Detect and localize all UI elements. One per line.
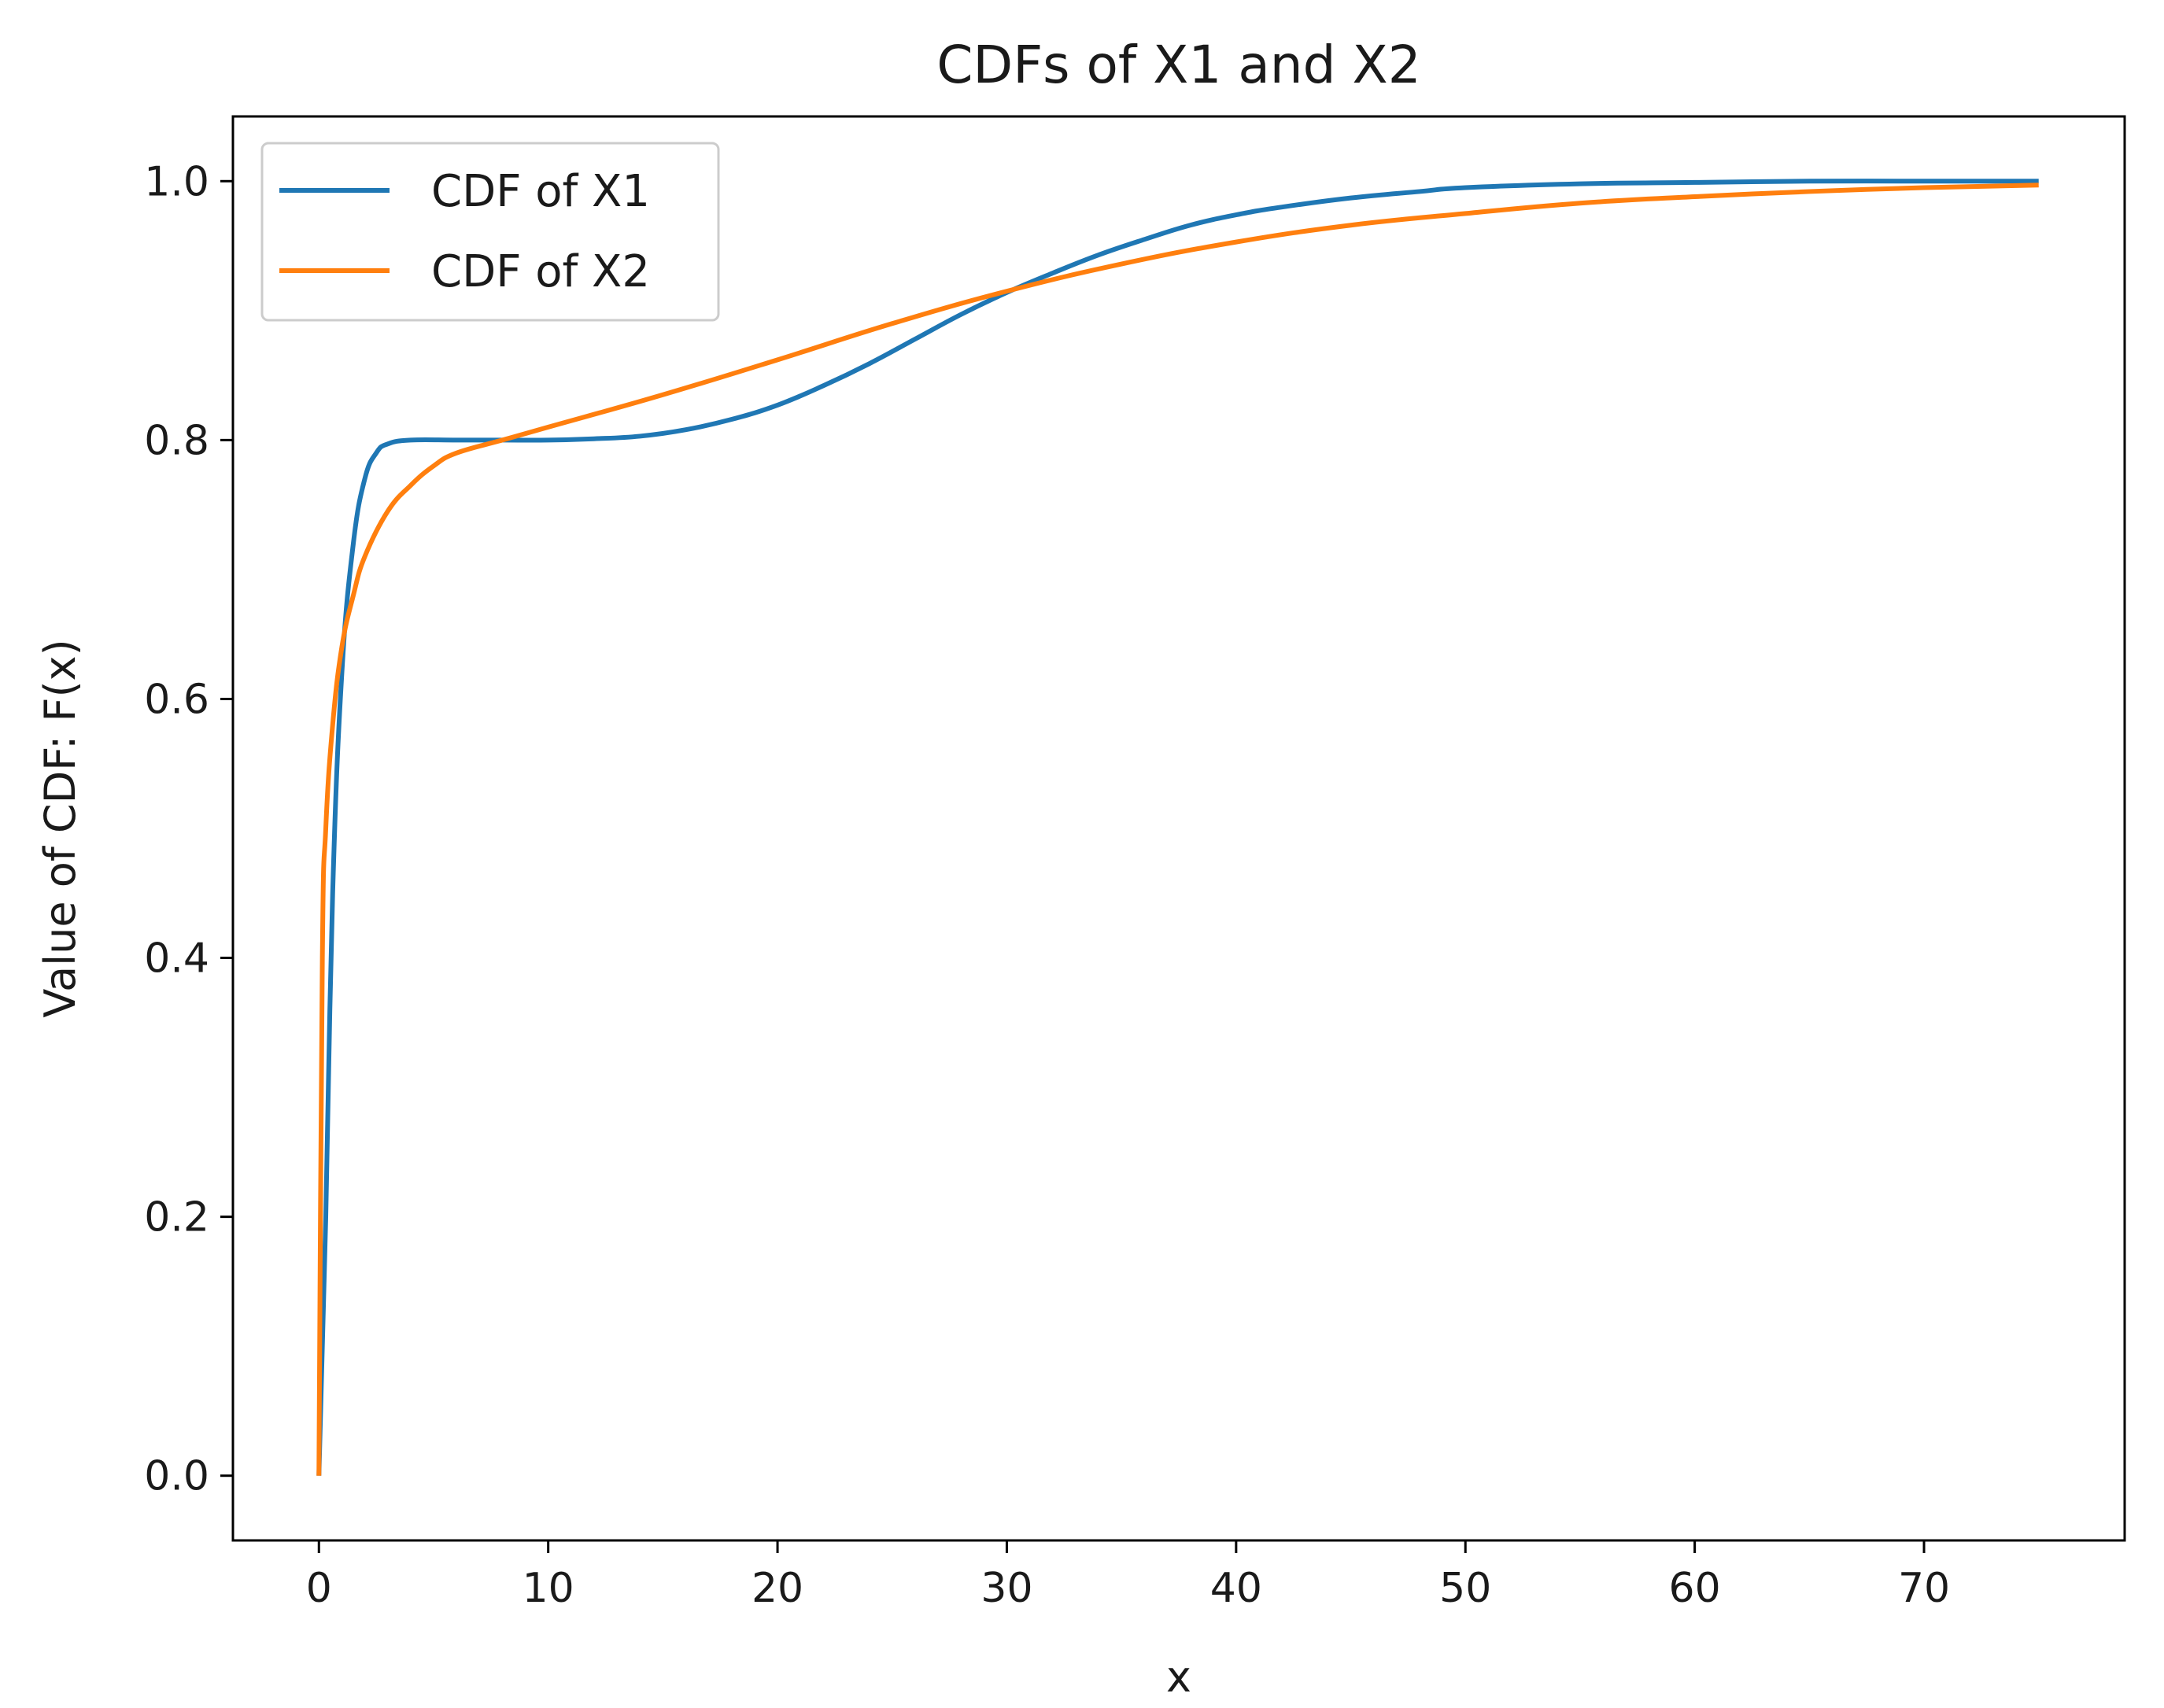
y-tick-label: 0.0	[144, 1453, 209, 1500]
y-tick-label: 0.4	[144, 935, 209, 983]
x-tick-label: 50	[1439, 1565, 1491, 1612]
axes-frame	[231, 115, 2126, 1542]
y-tick-label: 0.6	[144, 676, 209, 723]
x-tick-label: 30	[980, 1565, 1032, 1612]
series-lines	[316, 179, 2039, 1476]
y-axis: 0.0 0.2 0.4 0.6 0.8 1.0	[144, 158, 233, 1500]
legend-label-x2: CDF of X2	[431, 246, 650, 297]
x-axis: 0 10 20 30 40 50 60 70	[306, 1540, 1950, 1612]
legend: CDF of X1 CDF of X2	[260, 142, 720, 322]
chart-title: CDFs of X1 and X2	[936, 35, 1420, 95]
y-tick-label: 1.0	[144, 158, 209, 205]
y-axis-label: Value of CDF: F(x)	[35, 639, 85, 1017]
x-tick-label: 60	[1669, 1565, 1721, 1612]
y-tick-label: 0.8	[144, 417, 209, 464]
x-axis-label: x	[1166, 1652, 1191, 1702]
series-line-x1	[316, 179, 2039, 1476]
legend-label-x1: CDF of X1	[431, 166, 650, 217]
x-tick-label: 20	[751, 1565, 803, 1612]
x-tick-label: 70	[1898, 1565, 1950, 1612]
x-tick-label: 10	[523, 1565, 574, 1612]
x-tick-label: 40	[1210, 1565, 1262, 1612]
legend-box	[260, 142, 720, 322]
y-tick-label: 0.2	[144, 1194, 209, 1241]
x-tick-label: 0	[306, 1565, 332, 1612]
series-line-x2	[316, 183, 2039, 1476]
